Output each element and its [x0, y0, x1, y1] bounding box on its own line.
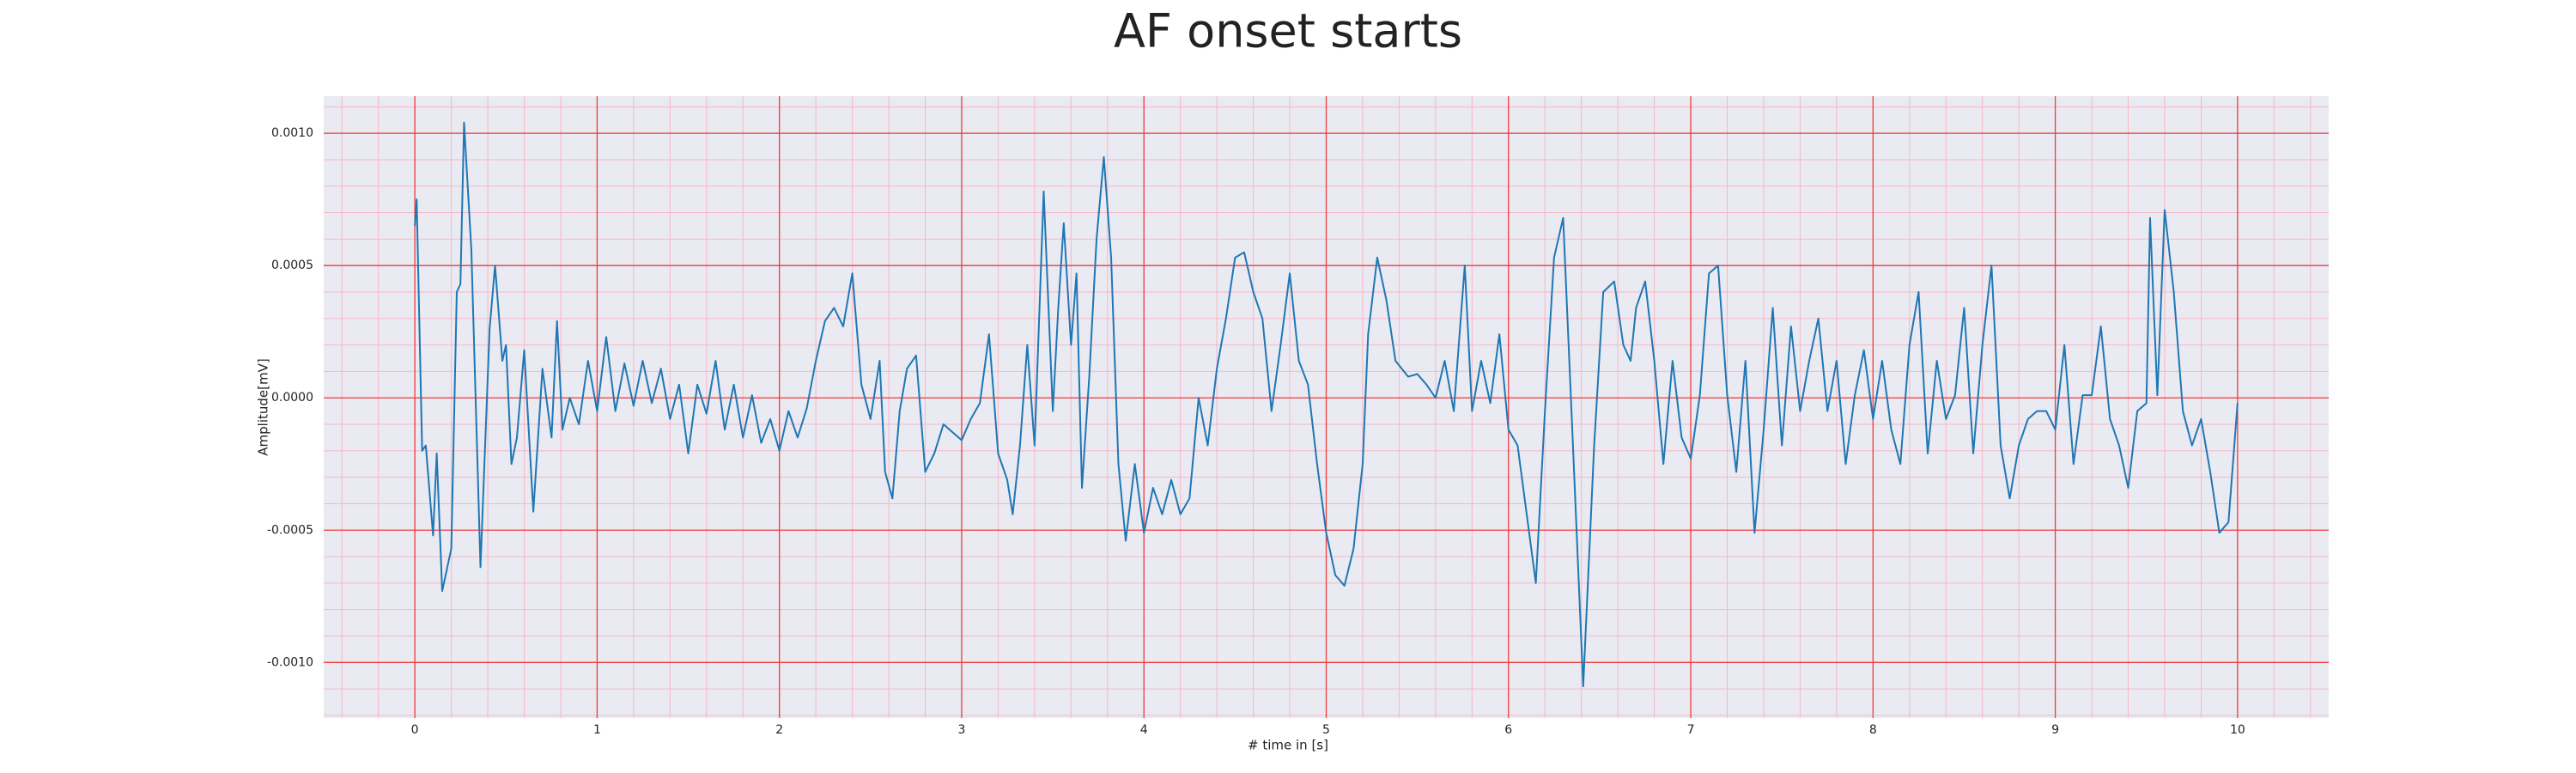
- x-tick-label: 1: [593, 723, 601, 737]
- x-tick-label: 4: [1140, 723, 1148, 737]
- y-tick-label: -0.0010: [267, 655, 313, 669]
- x-tick-label: 0: [411, 723, 419, 737]
- x-tick-label: 10: [2230, 723, 2245, 737]
- y-tick-label: 0.0005: [271, 259, 313, 272]
- x-tick-label: 6: [1504, 723, 1512, 737]
- y-tick-label: -0.0005: [267, 523, 313, 537]
- x-tick-label: 7: [1687, 723, 1695, 737]
- x-tick-label: 2: [775, 723, 783, 737]
- y-tick-label: 0.0000: [271, 391, 313, 405]
- x-tick-label: 5: [1322, 723, 1330, 737]
- y-axis-label: Amplitude[mV]: [256, 358, 271, 455]
- signal-line: [414, 121, 2239, 688]
- y-tick-label: 0.0010: [271, 126, 313, 140]
- x-tick-label: 9: [2051, 723, 2059, 737]
- chart-title: AF onset starts: [1114, 4, 1462, 58]
- x-axis-label: # time in [s]: [1248, 738, 1328, 753]
- x-tick-label: 3: [957, 723, 965, 737]
- x-tick-label: 8: [1869, 723, 1877, 737]
